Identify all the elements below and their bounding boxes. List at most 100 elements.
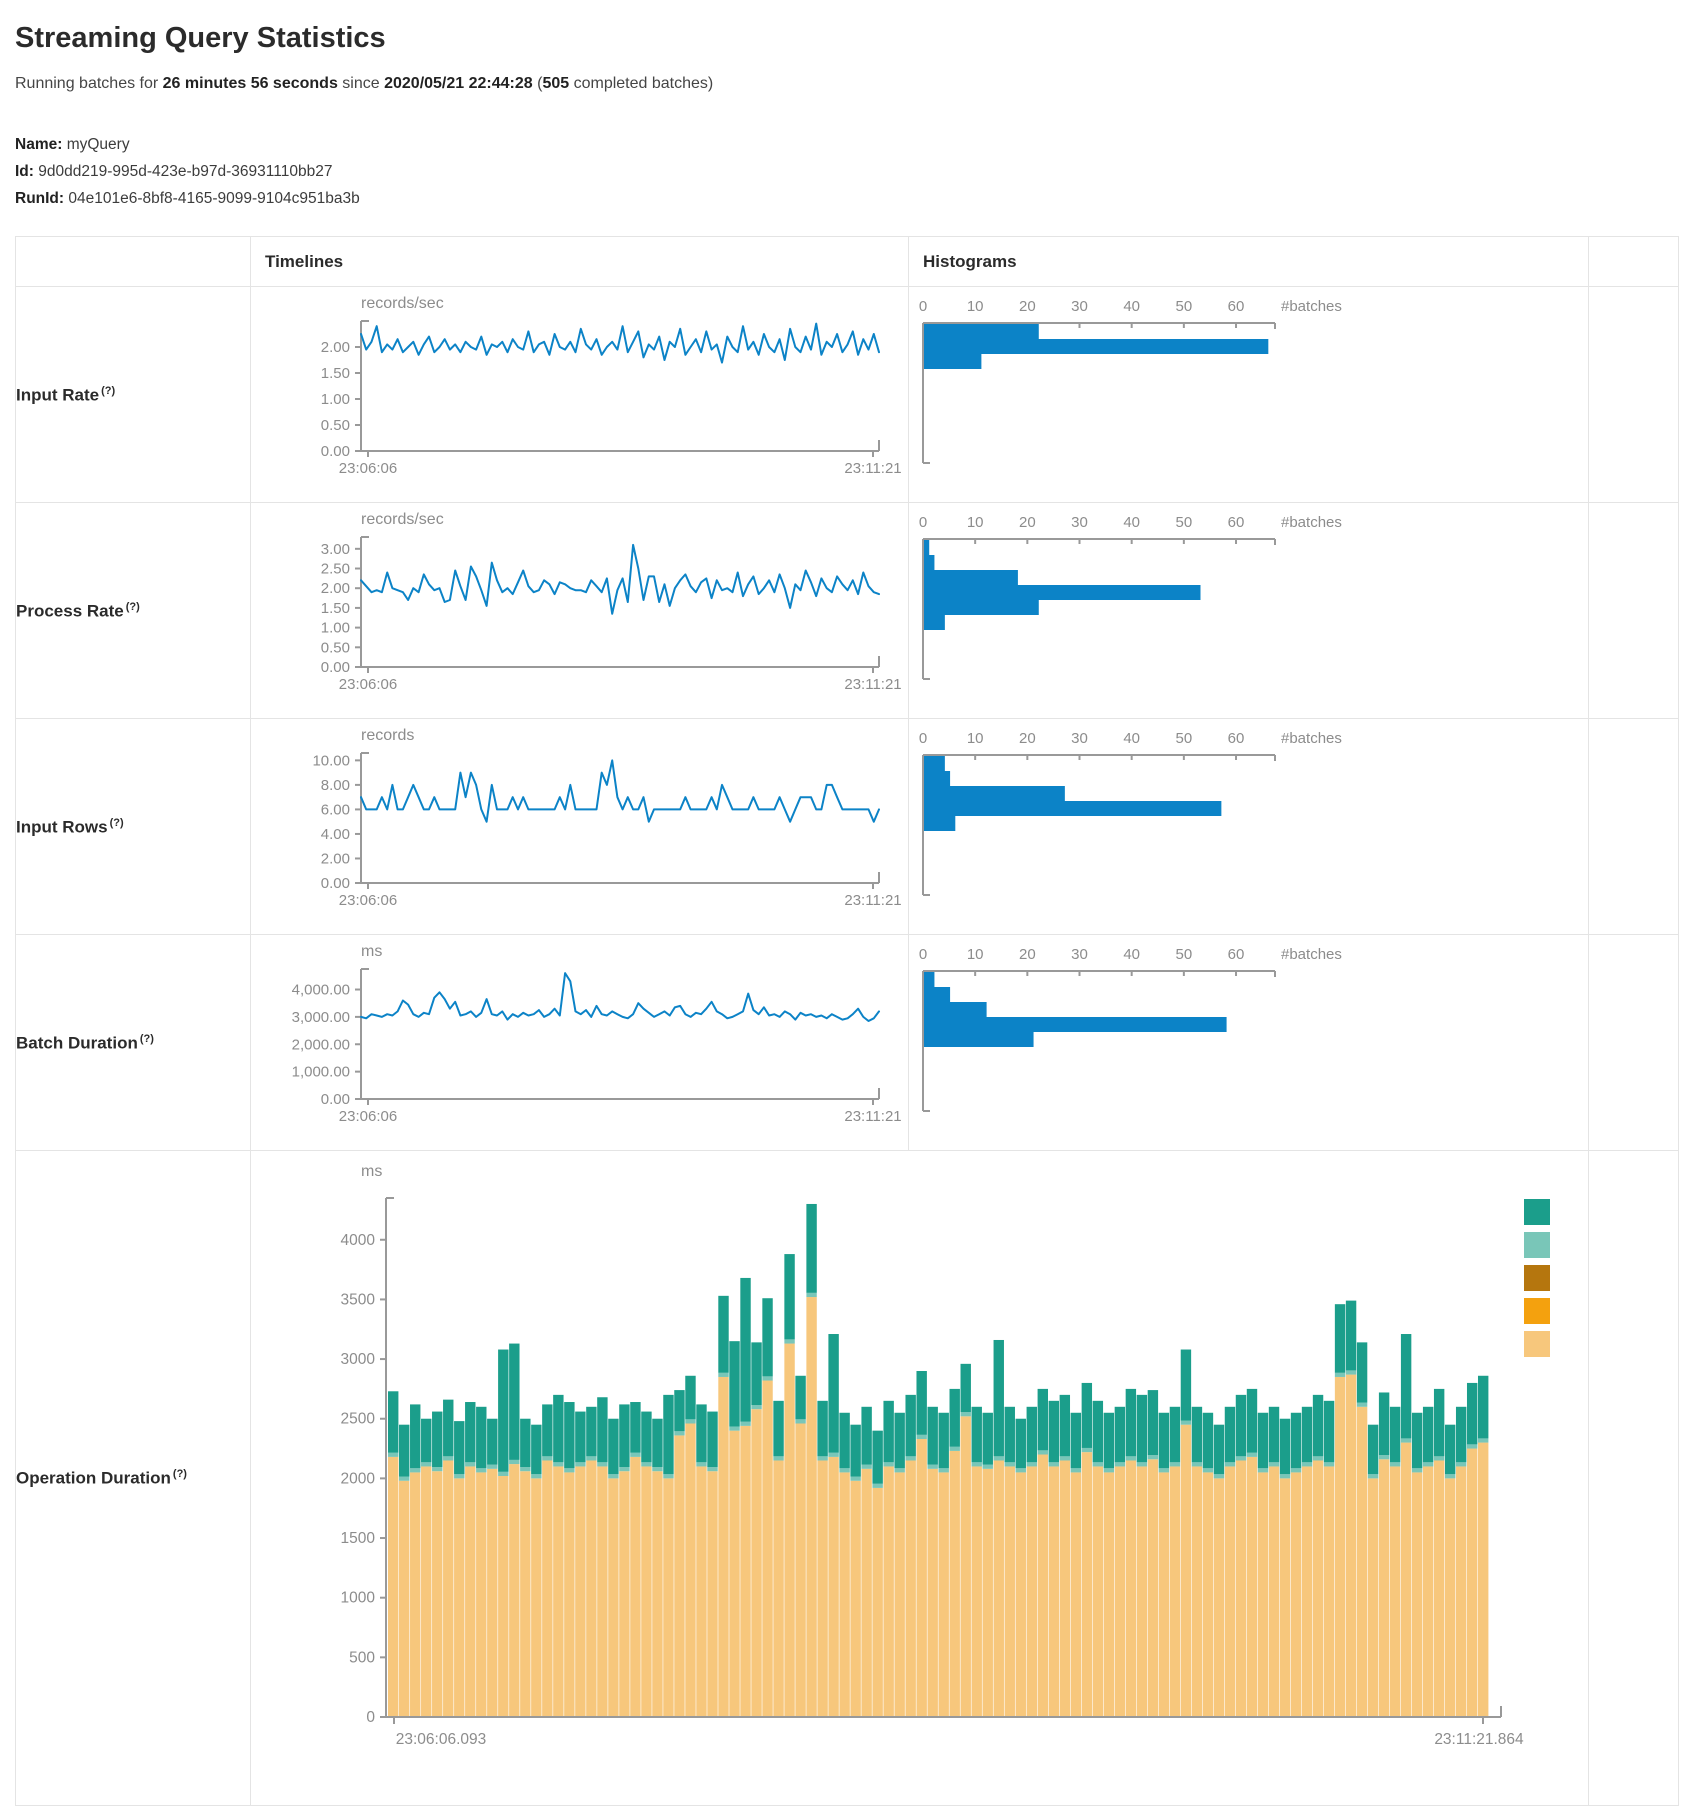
input-rows-timeline-svg: records 10.00 8.00 6.00 4.00 2.00 0.0023:06:06…	[312, 727, 901, 909]
x-tick-label: 30	[1071, 514, 1088, 531]
input-rows-help-icon[interactable]: (?)	[109, 816, 124, 829]
stacked-segment-top	[575, 1411, 586, 1463]
stacked-segment-top	[1191, 1406, 1203, 1463]
histogram-bar	[924, 816, 956, 832]
stacked-segment-top	[1312, 1394, 1324, 1457]
stacked-segment-middle	[1477, 1438, 1489, 1443]
stacked-segment-bottom	[663, 1478, 674, 1717]
stacked-segment-top	[740, 1277, 751, 1422]
stacked-segment-top	[1378, 1392, 1390, 1455]
x-tick-label: 20	[1019, 730, 1036, 747]
stacked-segment-middle	[498, 1471, 509, 1476]
stacked-segment-middle	[1048, 1462, 1060, 1467]
stacked-segment-bottom	[421, 1466, 432, 1717]
stacked-segment-bottom	[707, 1471, 718, 1717]
stacked-segment-middle	[949, 1446, 960, 1451]
operation-duration-stacked-chart: ms 4000 3500 3000 2500 2000 1500 1000 500 0 23:06:…	[250, 1150, 1589, 1807]
stacked-segment-bottom	[1422, 1466, 1434, 1717]
x-end-label: 23:11:21	[844, 676, 901, 693]
process-rate-help-icon[interactable]: (?)	[125, 600, 140, 613]
y-tick-label: 3500	[341, 1291, 376, 1308]
stacked-segment-bottom	[828, 1456, 839, 1717]
stacked-segment-bottom	[784, 1343, 795, 1717]
stacked-segment-top	[1246, 1388, 1258, 1453]
batch-duration-help-icon[interactable]: (?)	[139, 1032, 154, 1045]
histogram-bar	[924, 756, 945, 772]
stacked-segment-bottom	[608, 1478, 619, 1717]
stacked-segment-bottom	[718, 1376, 729, 1717]
histogram-bar	[924, 570, 1018, 586]
stacked-segment-middle	[1147, 1454, 1159, 1460]
stacked-segment-middle	[1378, 1454, 1390, 1460]
stacked-segment-middle	[1334, 1372, 1346, 1377]
stacked-segment-middle	[850, 1476, 861, 1481]
stacked-segment-bottom	[454, 1478, 465, 1717]
stacked-segment-top	[861, 1406, 872, 1465]
stacked-segment-top	[1114, 1406, 1126, 1463]
input-rate-help-icon[interactable]: (?)	[101, 384, 116, 397]
stacked-segment-top	[542, 1404, 553, 1457]
x-tick-label: 10	[967, 514, 984, 531]
x-start-label: 23:06:06.093	[396, 1731, 487, 1748]
stacked-segment-top	[960, 1363, 971, 1413]
stacked-segment-top	[1268, 1406, 1280, 1463]
stacked-segment-middle	[630, 1452, 641, 1457]
x-tick-label: 50	[1176, 514, 1193, 531]
stacked-segment-middle	[1180, 1420, 1192, 1425]
histogram-bar	[924, 615, 945, 631]
legend-swatch-1	[1522, 1196, 1552, 1227]
operation-duration-help-icon[interactable]: (?)	[172, 1468, 187, 1481]
stacked-segment-top	[443, 1399, 454, 1457]
stacked-segment-top	[1026, 1406, 1037, 1463]
stacked-segment-top	[784, 1253, 795, 1340]
y-tick-label: 2000	[341, 1470, 376, 1487]
stacked-segment-middle	[641, 1462, 652, 1467]
stacked-segment-top	[1356, 1342, 1368, 1403]
stacked-segment-bottom	[751, 1409, 762, 1717]
stacked-segment-top	[465, 1401, 476, 1463]
stacked-segment-top	[1301, 1406, 1313, 1463]
stacked-segment-top	[1213, 1424, 1225, 1475]
histograms-column-header: Histograms	[908, 236, 1589, 288]
timeline-series	[360, 972, 880, 1023]
stacked-segment-middle	[1466, 1444, 1478, 1449]
stacked-segment-top	[1125, 1388, 1137, 1457]
stacked-segment-bottom	[575, 1466, 586, 1717]
stacked-segment-middle	[443, 1456, 454, 1461]
stacked-segment-bottom	[509, 1463, 520, 1717]
y-tick-label: 1000	[341, 1590, 376, 1607]
stacked-segment-bottom	[1202, 1472, 1214, 1717]
stacked-segment-middle	[916, 1434, 927, 1439]
stacked-segment-bottom	[1323, 1466, 1335, 1717]
running-duration: 26 minutes 56 seconds	[162, 75, 338, 92]
stacked-segment-middle	[1202, 1468, 1214, 1473]
stacked-segment-top	[1345, 1300, 1357, 1371]
stacked-segment-bottom	[916, 1438, 927, 1717]
stacked-segment-top	[916, 1370, 927, 1435]
stacked-segment-middle	[1356, 1402, 1368, 1407]
y-tick-label: 1.50	[321, 365, 350, 382]
stacked-segment-middle	[465, 1462, 476, 1467]
stacked-segment-middle	[1422, 1462, 1434, 1467]
stacked-segment-bottom	[1026, 1466, 1037, 1717]
stacked-segment-middle	[795, 1419, 806, 1424]
y-tick-label: 0.00	[321, 1091, 350, 1108]
histogram-bar	[924, 1002, 987, 1018]
stacked-segment-bottom	[597, 1466, 608, 1717]
input-rate-timeline-chart: records/sec 2.00 1.50 1.00 0.50 0.00 23:06:06 2…	[250, 286, 909, 504]
stacked-segment-top	[938, 1412, 949, 1469]
stacked-segment-bottom	[993, 1460, 1004, 1717]
x-tick-label: 50	[1176, 730, 1193, 747]
summary-paren: (	[532, 75, 543, 92]
stacked-segment-bottom	[1114, 1466, 1126, 1717]
y-tick-label: 1.00	[321, 391, 350, 408]
stacked-segment-top	[1202, 1412, 1214, 1469]
process-rate-label: Process Rate (?)	[15, 502, 251, 720]
stacked-segment-bottom	[1136, 1466, 1148, 1717]
stacked-segment-bottom	[1367, 1478, 1379, 1717]
stacked-segment-top	[828, 1333, 839, 1453]
y-tick-label: 0.00	[321, 875, 350, 892]
y-tick-label: 8.00	[321, 777, 350, 794]
stacked-segment-middle	[531, 1474, 542, 1479]
